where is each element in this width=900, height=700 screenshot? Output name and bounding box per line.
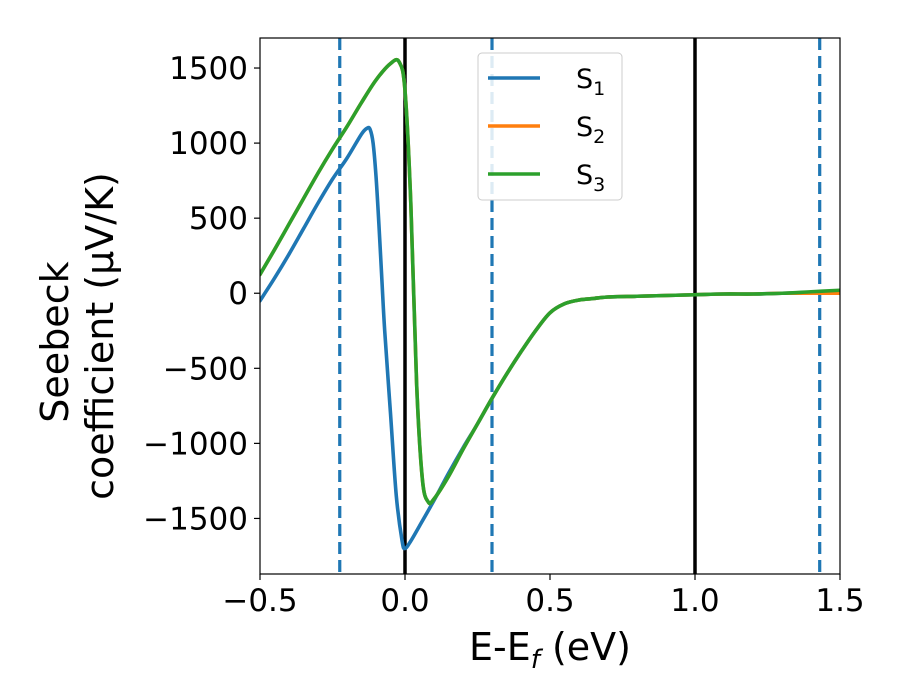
y-tick-label: 1000 (169, 126, 248, 162)
y-tick-label: −1500 (143, 501, 248, 537)
x-axis-label: E-Ef (eV) (469, 625, 631, 675)
x-tick-label: 0.0 (380, 583, 429, 619)
x-tick-label: 1.5 (815, 583, 864, 619)
legend: S1 S2 S3 (477, 52, 623, 201)
x-axis-ticks: −0.5 0.0 0.5 1.0 1.5 (222, 574, 865, 619)
legend-label-s3: S3 (576, 160, 605, 196)
y-tick-label: −1000 (143, 426, 248, 462)
y-tick-label: −500 (163, 351, 248, 387)
legend-label-s1: S1 (576, 64, 605, 100)
y-tick-label: 1500 (169, 51, 248, 87)
legend-label-s2: S2 (576, 112, 605, 148)
x-tick-label: −0.5 (222, 583, 297, 619)
y-axis-label: Seebeck coefficient (μV/K) (33, 172, 122, 500)
legend-box (477, 52, 623, 201)
x-axis-label-main: E-E (469, 625, 531, 669)
y-axis-label-line2: coefficient (μV/K) (78, 172, 122, 500)
y-axis-label-line1: Seebeck (33, 261, 77, 422)
data-series (260, 57, 840, 551)
x-tick-label: 0.5 (525, 583, 574, 619)
y-axis-ticks: −1500 −1000 −500 0 500 1000 1500 (143, 51, 260, 537)
reference-lines (338, 38, 822, 574)
y-tick-label: 500 (189, 201, 248, 237)
x-tick-label: 1.0 (670, 583, 719, 619)
series-line-s3 (260, 57, 840, 506)
x-axis-label-unit: (eV) (540, 625, 631, 669)
y-tick-label: 0 (228, 276, 248, 312)
